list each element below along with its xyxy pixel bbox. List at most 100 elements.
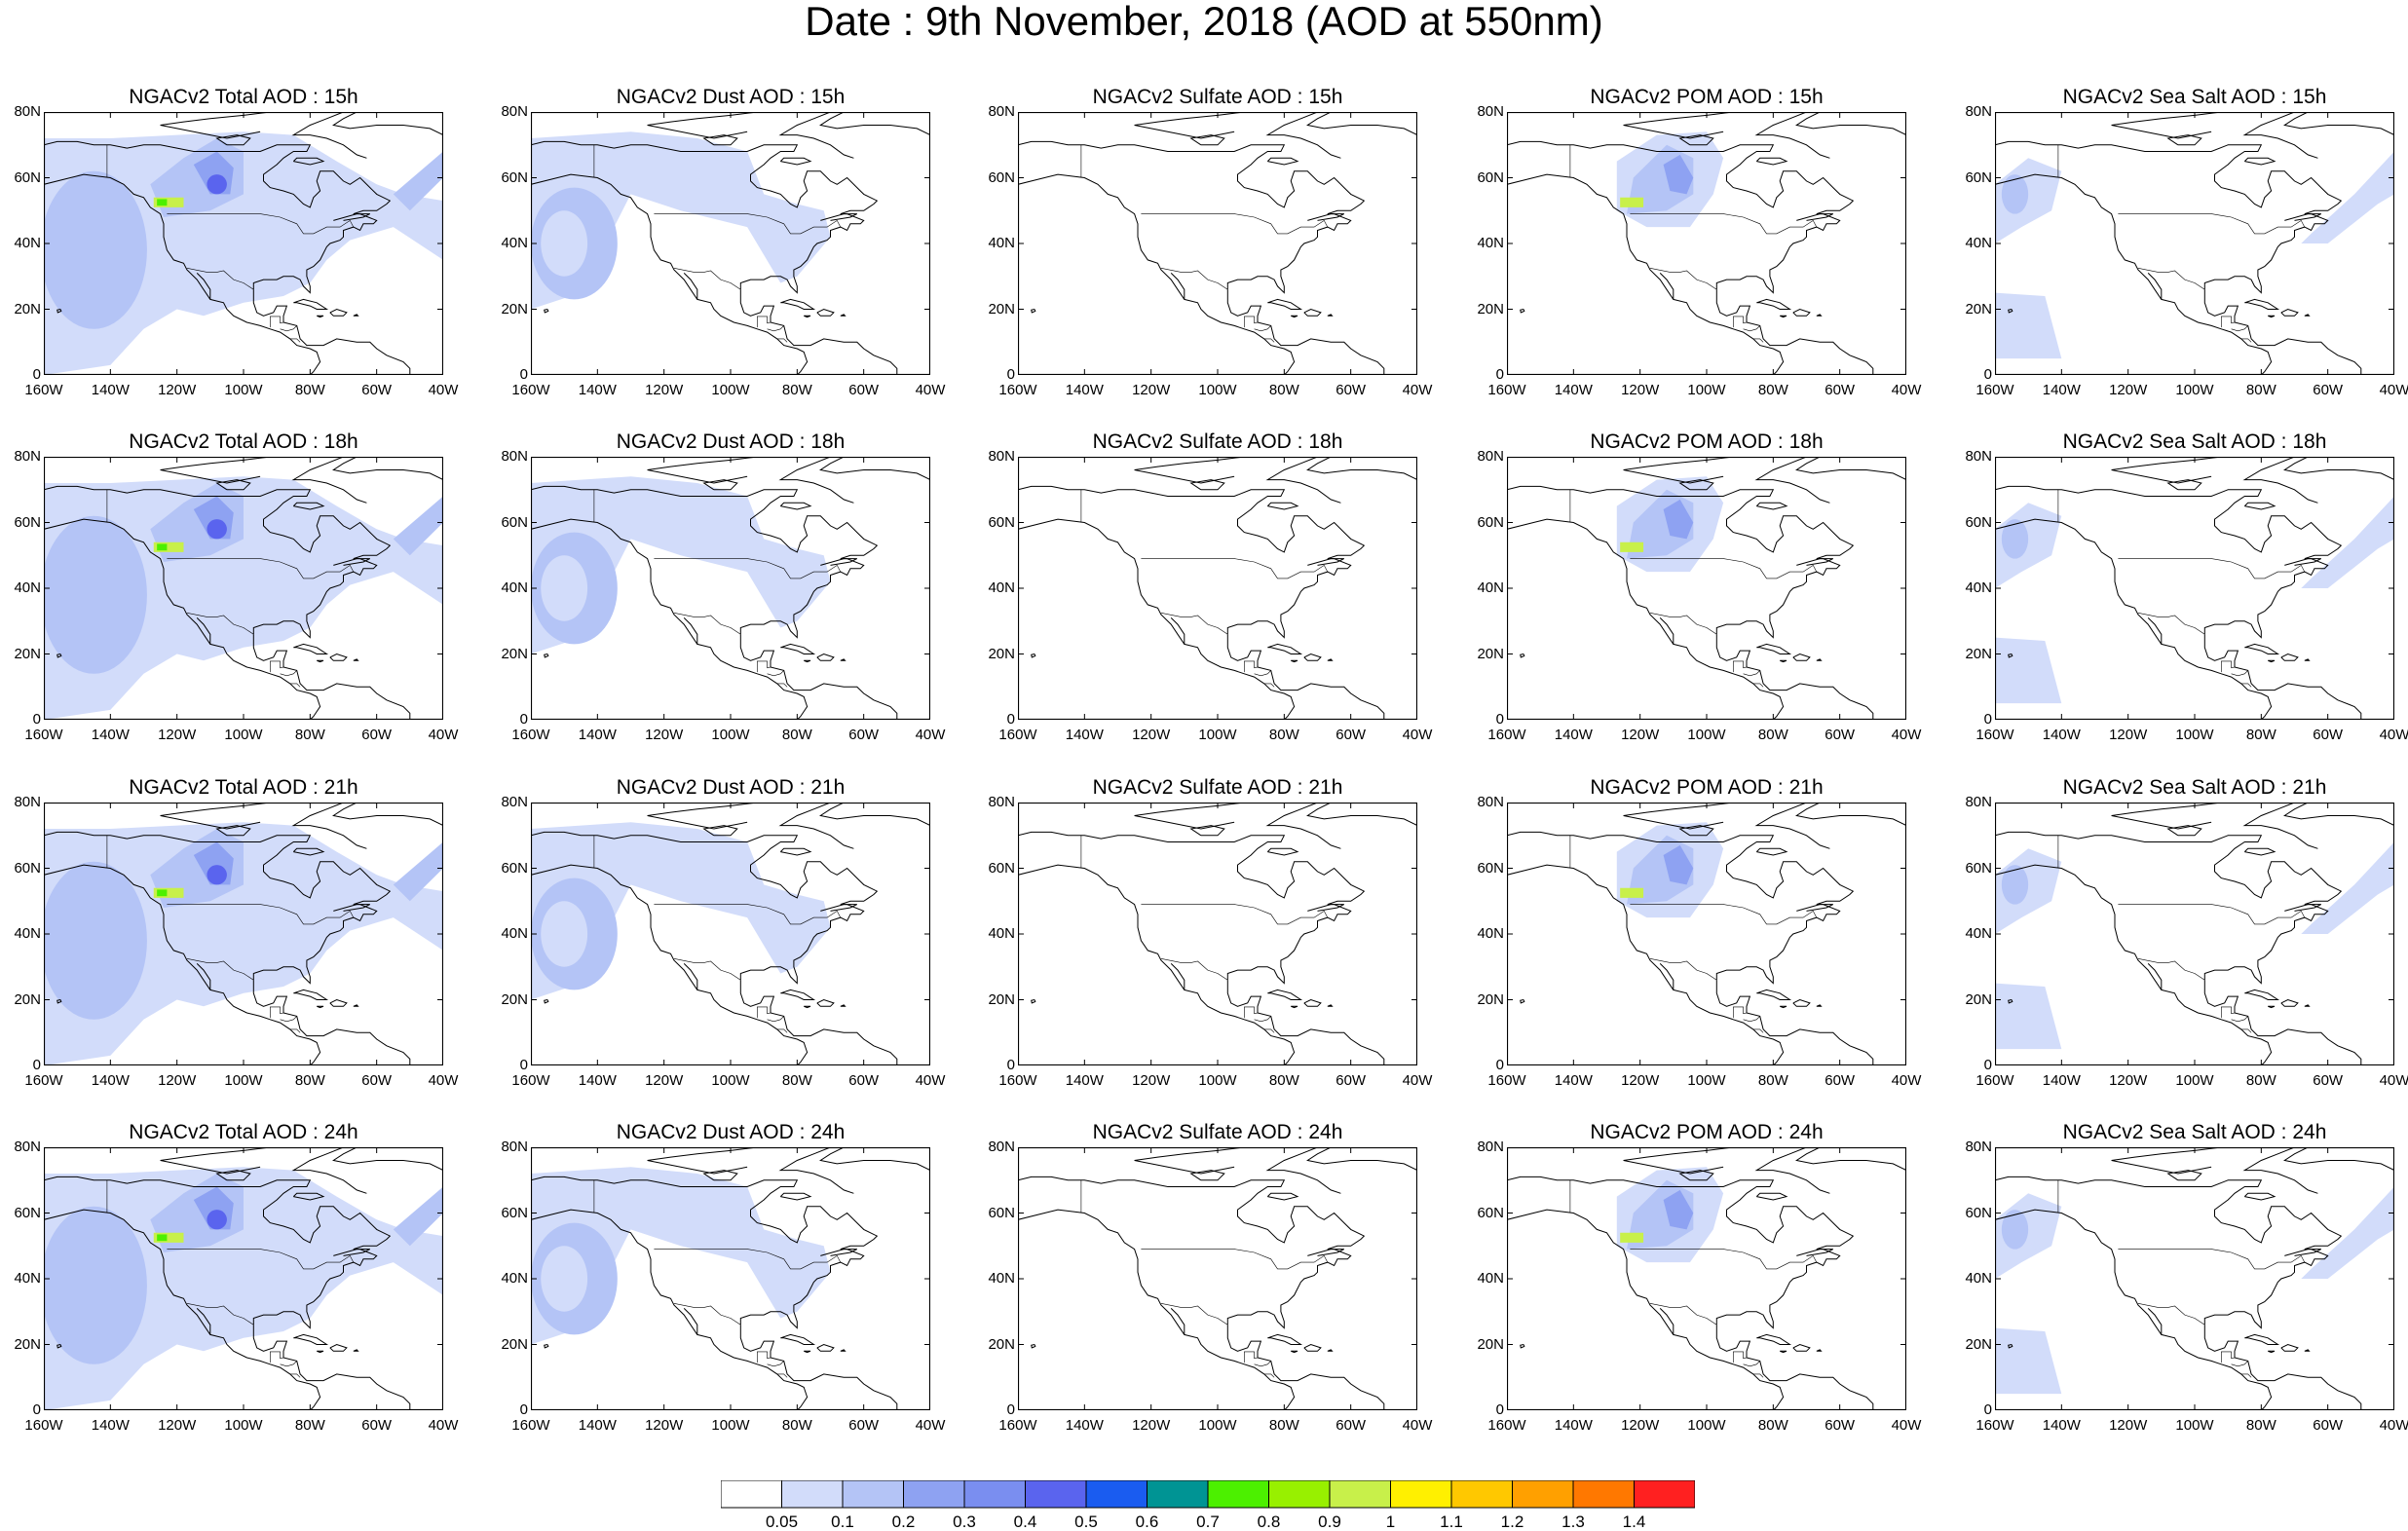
lat-tick-label: 0 <box>32 1057 41 1073</box>
coastline <box>544 653 549 658</box>
country-border <box>1743 1016 1760 1023</box>
lon-tick-label: 60W <box>1336 1072 1367 1089</box>
lon-tick-label: 140W <box>91 727 130 743</box>
lon-tick-label: 80W <box>2245 727 2276 743</box>
country-border <box>776 338 788 343</box>
coastline <box>647 803 758 830</box>
aod-map <box>1018 803 1417 1065</box>
lon-tick-label: 160W <box>1975 727 2014 743</box>
coastline <box>317 1005 324 1009</box>
lat-tick-label: 0 <box>519 1057 528 1073</box>
coastline <box>2166 1170 2202 1181</box>
coastline <box>332 457 443 481</box>
pacific-aerosol-plume <box>44 861 147 1020</box>
lon-tick-label: 60W <box>848 382 880 398</box>
country-border <box>1733 316 1748 328</box>
country-border <box>1263 683 1275 688</box>
coastline <box>1796 213 1834 221</box>
country-border <box>1743 1361 1760 1367</box>
coastline <box>1507 518 1785 720</box>
lat-tick-label: 40N <box>14 235 41 251</box>
colorbar-label: 0.6 <box>1135 1512 1159 1531</box>
coastline <box>531 140 879 294</box>
coastline <box>160 457 271 484</box>
lon-tick-label: 60W <box>2313 727 2344 743</box>
seasalt-atlantic <box>2301 1186 2394 1279</box>
lat-tick-label: 0 <box>1495 1401 1504 1418</box>
panel-title: NGACv2 Dust AOD : 24h <box>616 1121 846 1143</box>
lon-tick-label: 120W <box>158 727 197 743</box>
aod-map <box>531 112 930 375</box>
country-border <box>776 1373 788 1378</box>
coastline <box>317 315 324 318</box>
panel-title: NGACv2 Total AOD : 24h <box>129 1121 358 1143</box>
coastline <box>1755 502 1788 510</box>
coastline <box>2283 803 2394 827</box>
lon-tick-label: 140W <box>91 1072 130 1089</box>
coastline <box>2243 157 2276 166</box>
lat-tick-label: 0 <box>1983 366 1992 383</box>
coastline <box>1018 140 1366 294</box>
coastline <box>56 653 62 658</box>
lon-tick-label: 80W <box>294 382 325 398</box>
coastline <box>779 847 812 856</box>
coastline <box>1816 314 1823 317</box>
panel-title: NGACv2 Dust AOD : 15h <box>616 86 846 108</box>
lon-tick-label: 80W <box>294 1072 325 1089</box>
coastline <box>1307 558 1345 566</box>
colorbar-segment <box>1085 1480 1148 1509</box>
lon-tick-label: 100W <box>711 1072 750 1089</box>
coastline <box>317 659 324 663</box>
country-border <box>2240 1028 2252 1033</box>
lon-tick-label: 60W <box>848 727 880 743</box>
map-panel: NGACv2 POM AOD : 24h 80N 60N 40N 20N 0 160W 140… <box>1463 1121 1950 1456</box>
coastline <box>2008 653 2013 658</box>
coastline <box>2242 112 2318 159</box>
lon-tick-label: 80W <box>294 727 325 743</box>
coastline <box>353 1349 359 1352</box>
coastline <box>1507 1176 1855 1329</box>
coastline <box>1659 617 1674 645</box>
figure-title: Date : 9th November, 2018 (AOD at 550nm) <box>805 0 1603 44</box>
lat-tick-label: 20N <box>988 1335 1015 1353</box>
colorbar-segment <box>1329 1480 1391 1509</box>
map-panel: NGACv2 POM AOD : 15h 80N 60N 40N 20N 0 160W 140… <box>1463 86 1950 421</box>
coastline <box>1755 157 1788 166</box>
pacific-aerosol-plume <box>44 170 147 329</box>
lat-tick-label: 40N <box>1477 1270 1504 1287</box>
coastline <box>292 847 325 856</box>
coastline <box>332 112 443 136</box>
country-border <box>1254 1016 1271 1023</box>
lat-tick-label: 60N <box>501 859 528 877</box>
coastline <box>779 1192 812 1201</box>
coastline <box>2166 825 2202 837</box>
lon-tick-label: 140W <box>2042 1417 2081 1434</box>
lon-tick-label: 80W <box>1268 727 1299 743</box>
coastline <box>2008 1344 2013 1349</box>
coastline <box>647 112 758 139</box>
country-border <box>654 558 842 579</box>
country-border <box>186 958 254 981</box>
lat-tick-label: 40N <box>988 579 1015 596</box>
coastline <box>1756 1333 1792 1345</box>
coastline <box>353 658 359 661</box>
seasalt-core <box>2001 865 2029 905</box>
colorbar-label: 1.4 <box>1622 1512 1646 1531</box>
coastline <box>1995 140 2343 294</box>
lon-tick-label: 120W <box>645 382 684 398</box>
coastline <box>531 1176 879 1329</box>
lat-tick-label: 20N <box>1965 1335 1992 1353</box>
map-panel: NGACv2 POM AOD : 21h 80N 60N 40N 20N 0 160W 140… <box>1463 776 1950 1111</box>
country-border <box>757 660 771 673</box>
coastline <box>1306 1147 1417 1172</box>
coastline <box>804 659 811 663</box>
coastline <box>1995 518 2273 720</box>
lon-tick-label: 160W <box>998 1072 1037 1089</box>
lon-tick-label: 160W <box>1487 1072 1526 1089</box>
coastline <box>1780 1005 1787 1009</box>
colorbar-segment <box>1390 1480 1452 1509</box>
coastline <box>1507 173 1785 375</box>
map-panel: NGACv2 Total AOD : 15h 80N 60N 40N 20N 0 160W 1… <box>0 86 487 421</box>
coastline <box>1659 963 1674 990</box>
coastline <box>2111 457 2222 484</box>
